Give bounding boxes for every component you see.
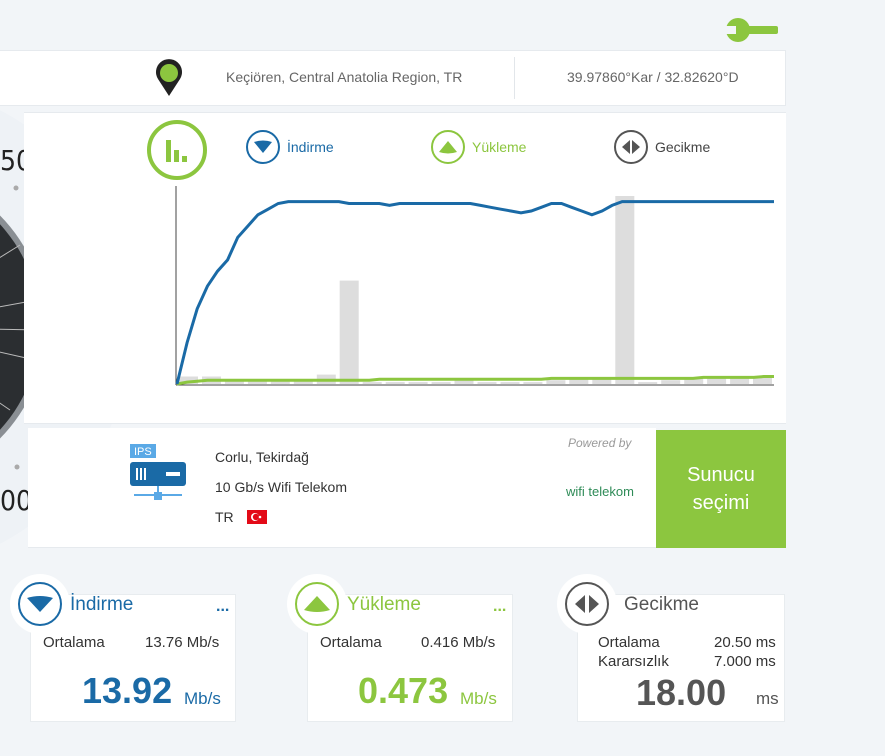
- upload-avg-value: 0.416 Mb/s: [421, 634, 496, 651]
- download-series-line: [175, 200, 774, 385]
- turkey-flag-icon: [247, 510, 267, 524]
- wrench-icon[interactable]: [724, 16, 780, 46]
- latency-bar: [615, 196, 635, 384]
- location-coordinates: 39.97860°Kar / 32.82620°D: [567, 69, 739, 85]
- latency-bar: [753, 376, 772, 384]
- server-select-line1: Sunucu: [687, 464, 755, 486]
- upload-series-line: [176, 375, 774, 386]
- download-arrow-icon: [246, 130, 280, 164]
- latency-icon: [565, 582, 609, 626]
- latency-bar: [569, 378, 589, 384]
- sponsor-name: wifi telekom: [566, 484, 634, 499]
- upload-arrow-icon: [295, 582, 339, 626]
- gauge-tick-last: 00: [0, 484, 32, 517]
- svg-text:IPS: IPS: [134, 446, 152, 458]
- download-unit: Mb/s: [184, 689, 221, 708]
- latency-bar: [270, 380, 290, 384]
- latency-bar: [638, 382, 658, 384]
- latency-bar: [408, 382, 428, 384]
- location-name: Keçiören, Central Anatolia Region, TR: [226, 69, 463, 85]
- location-bar: Keçiören, Central Anatolia Region, TR 39…: [0, 50, 786, 106]
- latency-avg-label: Ortalama: [598, 634, 660, 651]
- latency-bar: [385, 382, 405, 384]
- latency-bar: [477, 382, 497, 384]
- powered-by-label: Powered by: [568, 436, 632, 450]
- download-value: 13.92: [82, 670, 173, 711]
- download-stat-icon-wrap: [10, 574, 70, 634]
- latency-bar: [179, 376, 198, 384]
- sponsor-logo[interactable]: wifi telekom: [566, 484, 634, 499]
- legend-download-label: İndirme: [287, 139, 334, 155]
- divider: [514, 57, 515, 99]
- latency-bar: [293, 380, 313, 384]
- latency-bar: [684, 378, 704, 384]
- legend-latency-label: Gecikme: [655, 139, 711, 155]
- legend-upload[interactable]: Yükleme: [431, 129, 526, 165]
- download-more-dots[interactable]: ...: [216, 598, 230, 615]
- upload-arrow-icon: [431, 130, 465, 164]
- legend-upload-label: Yükleme: [472, 139, 527, 155]
- server-provider: 10 Gb/s Wifi Telekom: [215, 479, 348, 495]
- upload-unit: Mb/s: [460, 689, 497, 708]
- latency-bar: [707, 378, 727, 384]
- upload-value: 0.473: [358, 670, 449, 711]
- latency-bar: [247, 380, 267, 384]
- latency-bar: [523, 382, 543, 384]
- server-select-button[interactable]: Sunucu seçimi: [656, 430, 786, 548]
- latency-bar: [546, 380, 566, 384]
- upload-more-dots[interactable]: ...: [493, 598, 507, 615]
- latency-title: Gecikme: [624, 594, 699, 615]
- download-avg-value: 13.76 Mb/s: [145, 634, 220, 651]
- jitter-label: Kararsızlık: [598, 653, 669, 670]
- latency-unit: ms: [756, 689, 779, 708]
- bar-chart-icon[interactable]: [147, 120, 207, 180]
- upload-title: Yükleme: [347, 594, 421, 615]
- server-icon: IPS: [130, 444, 186, 500]
- latency-bar: [339, 280, 359, 384]
- map-pin-icon: [156, 59, 182, 96]
- server-country: TR: [215, 509, 234, 525]
- latency-value: 18.00: [636, 672, 727, 713]
- latency-bar: [362, 382, 382, 384]
- latency-bar: [592, 378, 612, 384]
- latency-bar: [661, 380, 681, 384]
- download-title: İndirme: [70, 594, 134, 615]
- latency-stat-icon-wrap: [557, 574, 617, 634]
- latency-bar: [224, 380, 244, 384]
- speed-chart: [175, 186, 774, 386]
- legend-download[interactable]: İndirme: [246, 129, 334, 165]
- upload-avg-label: Ortalama: [320, 634, 382, 651]
- latency-icon: [614, 130, 648, 164]
- latency-bar: [454, 380, 474, 384]
- latency-avg-value: 20.50 ms: [714, 634, 776, 651]
- download-avg-label: Ortalama: [43, 634, 105, 651]
- server-city: Corlu, Tekirdağ: [215, 449, 309, 465]
- server-select-line2: seçimi: [692, 492, 750, 514]
- jitter-value: 7.000 ms: [714, 653, 776, 670]
- latency-bar: [730, 376, 750, 384]
- latency-bar: [431, 382, 451, 384]
- download-arrow-icon: [18, 582, 62, 626]
- upload-stat-icon-wrap: [287, 574, 347, 634]
- legend-latency[interactable]: Gecikme: [614, 129, 710, 165]
- latency-bar: [500, 382, 520, 384]
